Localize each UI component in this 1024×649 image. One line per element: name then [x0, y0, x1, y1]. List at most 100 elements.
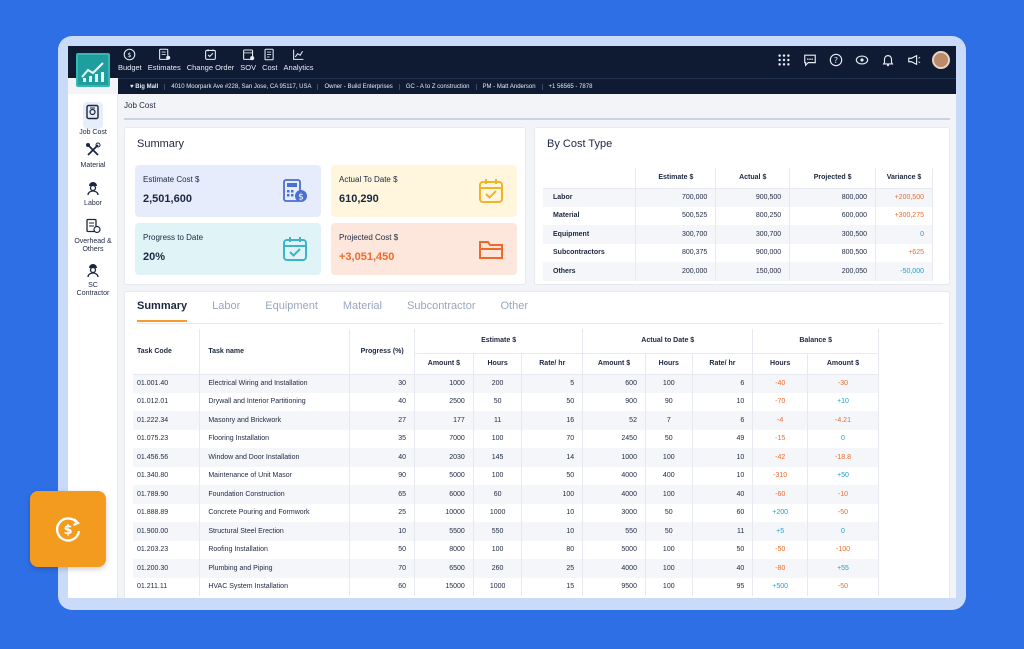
cost-dollar-badge[interactable]: $ — [30, 491, 106, 567]
tab-summary[interactable]: Summary — [137, 300, 188, 322]
table-row[interactable]: 01.001.40 Electrical Wiring and Installat… — [133, 374, 879, 393]
tab-material[interactable]: Material — [342, 300, 382, 312]
sidebar-item-material[interactable]: Material — [68, 142, 118, 170]
balance-hours: -50 — [752, 540, 809, 559]
task-code: 01.211.11 — [133, 577, 201, 596]
estimate-value: 500,525 — [635, 206, 717, 225]
view-icon[interactable] — [854, 52, 870, 68]
projected-value: 600,000 — [789, 206, 877, 225]
table-row[interactable]: 01.222.34 Masonry and Brickwork 27 177 11 16 5… — [133, 411, 879, 430]
progress-to-date-card[interactable]: Progress to Date 20% — [135, 223, 321, 275]
table-row[interactable]: 01.340.80 Maintenance of Unit Masor 90 5000… — [133, 466, 879, 485]
app-logo[interactable] — [76, 53, 110, 87]
sidebar-item-job-cost[interactable]: Job Cost — [68, 102, 118, 137]
tab-labor[interactable]: Labor — [212, 300, 241, 312]
task-name: Concrete Pouring and Formwork — [199, 503, 351, 522]
svg-text:$: $ — [63, 523, 72, 538]
actual-hours: 7 — [645, 411, 693, 430]
apps-grid-icon[interactable] — [776, 52, 792, 68]
top-nav-bar: $ Budget Estimates Change Order SOV Cost — [68, 46, 956, 78]
balance-hours: +5 — [752, 522, 809, 541]
col-header: Estimate $ — [635, 168, 717, 189]
avatar[interactable] — [932, 51, 950, 69]
cost-type-row[interactable]: Material 500,525 800,250 600,000 +300,275 — [543, 206, 933, 225]
nav-budget[interactable]: $ Budget — [118, 48, 142, 78]
estimate-cost-card[interactable]: Estimate Cost $ 2,501,600 $ — [135, 165, 321, 217]
estimate-rate: 25 — [521, 559, 584, 578]
change-order-icon — [205, 49, 216, 60]
estimate-rate: 10 — [521, 503, 584, 522]
task-code: 01.888.89 — [133, 503, 201, 522]
cost-type-row[interactable]: Labor 700,000 900,500 800,000 +200,500 — [543, 188, 933, 207]
megaphone-icon[interactable] — [906, 52, 922, 68]
estimate-value: 800,375 — [635, 243, 717, 262]
estimate-amount: 5500 — [414, 522, 474, 541]
actual-rate: 40 — [692, 485, 754, 504]
nav-change-order[interactable]: Change Order — [187, 48, 234, 78]
table-row[interactable]: 01.456.56 Window and Door Installation 40 2… — [133, 448, 879, 467]
estimate-amount: 15000 — [414, 577, 474, 596]
actual-hours: 400 — [645, 466, 693, 485]
nav-sov[interactable]: SOV — [240, 48, 256, 78]
tab-subcontractor[interactable]: Subcontractor — [407, 300, 476, 312]
task-progress: 25 — [349, 503, 416, 522]
estimate-value: 700,000 — [635, 188, 717, 207]
actual-rate: 40 — [692, 559, 754, 578]
sub-header: Amount $ — [582, 353, 646, 375]
sidebar-item-label: Material — [80, 162, 106, 169]
estimate-amount: 10000 — [414, 503, 474, 522]
bell-icon[interactable] — [880, 52, 896, 68]
actual-to-date-card[interactable]: Actual To Date $ 610,290 — [331, 165, 517, 217]
cost-type-row[interactable]: Subcontractors 800,375 900,000 800,500 +625 — [543, 243, 933, 262]
task-code: 01.200.30 — [133, 559, 201, 578]
task-progress: 65 — [349, 485, 416, 504]
tab-equipment[interactable]: Equipment — [265, 300, 318, 312]
table-row[interactable]: 01.203.23 Roofing Installation 50 8000 100 80… — [133, 540, 879, 559]
actual-rate: 10 — [692, 392, 754, 411]
cost-type-row[interactable]: Equipment 300,700 300,700 300,500 0 — [543, 225, 933, 244]
table-row[interactable]: 01.888.89 Concrete Pouring and Formwork 25… — [133, 503, 879, 522]
title-divider — [124, 118, 950, 120]
estimate-amount: 8000 — [414, 540, 474, 559]
nav-estimates[interactable]: Estimates — [148, 48, 181, 78]
estimate-rate: 10 — [521, 522, 584, 541]
col-header-actual: Actual to Date $ — [582, 329, 754, 354]
chat-icon[interactable] — [802, 52, 818, 68]
nav-cost[interactable]: Cost — [262, 48, 278, 78]
estimate-hours: 1000 — [473, 503, 523, 522]
project-name[interactable]: ♥ Big Mall — [124, 83, 166, 90]
table-row[interactable]: 01.075.23 Flooring Installation 35 7000 100 7… — [133, 429, 879, 448]
table-row[interactable]: 01.211.11 HVAC System Installation 60 15000… — [133, 577, 879, 596]
table-row[interactable]: 01.789.90 Foundation Construction 65 6000 60… — [133, 485, 879, 504]
sidebar-item-overhead[interactable]: Overhead & Others — [68, 218, 118, 254]
dollar-cycle-icon: $ — [55, 517, 81, 542]
sidebar-item-label: Labor — [84, 200, 102, 207]
job-cost-icon — [83, 102, 103, 129]
summary-panel: Summary Estimate Cost $ 2,501,600 $ Actu… — [124, 127, 526, 285]
col-header-name: Task name — [199, 329, 351, 375]
estimate-hours: 100 — [473, 429, 523, 448]
task-code: 01.012.01 — [133, 392, 201, 411]
cost-type-row[interactable]: Others 200,000 150,000 200,050 -50,000 — [543, 262, 933, 281]
projected-cost-card[interactable]: Projected Cost $ +3,051,450 — [331, 223, 517, 275]
projected-value: 800,500 — [789, 243, 877, 262]
col-header: Variance $ — [875, 168, 933, 189]
table-row[interactable]: 01.012.01 Drywall and Interior Partitioni… — [133, 392, 879, 411]
actual-amount: 4000 — [582, 485, 646, 504]
help-icon[interactable]: ? — [828, 52, 844, 68]
sidebar-item-sc-contractor[interactable]: SC Contractor — [68, 262, 118, 298]
nav-analytics[interactable]: Analytics — [284, 48, 314, 78]
col-header-balance: Balance $ — [752, 329, 879, 354]
table-row[interactable]: 01.200.30 Plumbing and Piping 70 6500 260 25 4… — [133, 559, 879, 578]
card-label: Estimate Cost $ — [143, 175, 200, 184]
actual-value: 800,250 — [715, 206, 791, 225]
cost-type-name: Others — [543, 262, 637, 281]
task-name: Foundation Construction — [199, 485, 351, 504]
variance-value: +625 — [875, 243, 933, 262]
balance-amount: +50 — [807, 466, 879, 485]
analytics-icon — [293, 49, 304, 60]
actual-amount: 550 — [582, 522, 646, 541]
table-row[interactable]: 01.900.00 Structural Steel Erection 10 5500… — [133, 522, 879, 541]
tab-other[interactable]: Other — [500, 300, 528, 312]
sidebar-item-labor[interactable]: Labor — [68, 180, 118, 208]
